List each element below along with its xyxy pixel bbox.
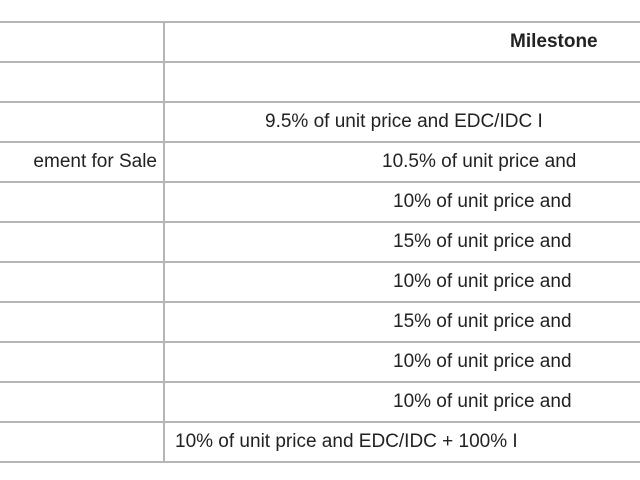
row-border xyxy=(0,181,640,183)
row-label: ement for Sale xyxy=(33,151,157,172)
milestone-text: 9.5% of unit price and EDC/IDC I xyxy=(265,111,543,132)
row-border xyxy=(0,341,640,343)
row-border xyxy=(0,421,640,423)
milestone-text: 10.5% of unit price and xyxy=(382,151,577,172)
milestone-text: 10% of unit price and xyxy=(393,271,572,292)
row-border xyxy=(0,61,640,63)
milestone-text: 10% of unit price and xyxy=(393,351,572,372)
row-border xyxy=(0,141,640,143)
milestone-text: 10% of unit price and xyxy=(393,391,572,412)
row-border xyxy=(0,461,640,463)
milestone-text: 15% of unit price and xyxy=(393,231,572,252)
row-border xyxy=(0,381,640,383)
column-divider xyxy=(163,22,165,462)
row-border xyxy=(0,261,640,263)
row-border xyxy=(0,101,640,103)
milestone-text: 10% of unit price and EDC/IDC + 100% I xyxy=(175,431,518,452)
header-milestone: Milestone xyxy=(510,31,598,52)
milestone-text: 10% of unit price and xyxy=(393,191,572,212)
milestone-text: 15% of unit price and xyxy=(393,311,572,332)
row-border xyxy=(0,301,640,303)
row-border xyxy=(0,21,640,23)
row-border xyxy=(0,221,640,223)
